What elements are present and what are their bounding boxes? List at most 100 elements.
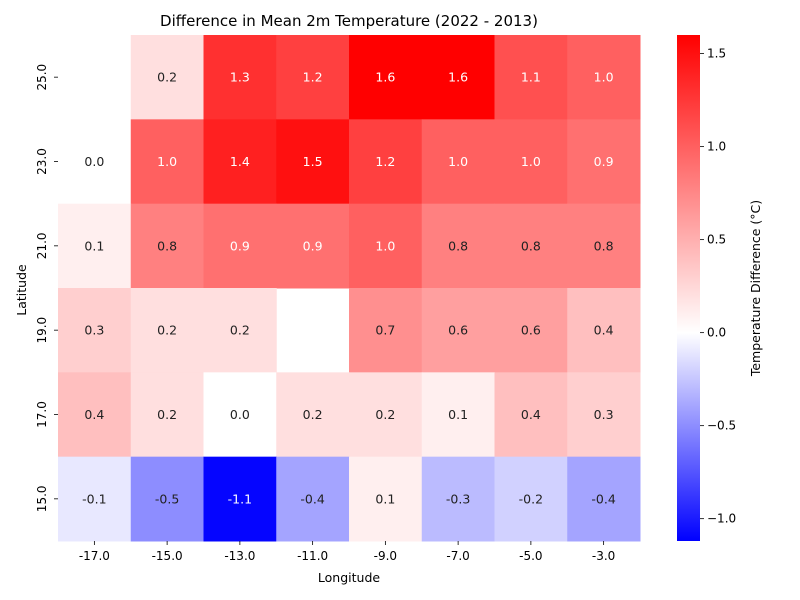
- cell-value-label: 0.8: [521, 238, 541, 253]
- cell-value-label: 0.9: [594, 154, 614, 169]
- heatmap-cell: [567, 372, 641, 458]
- cell-value-label: 0.9: [230, 238, 250, 253]
- y-tick-label: 25.0: [35, 64, 49, 91]
- cell-value-label: 1.6: [375, 70, 395, 85]
- cell-value-label: 1.5: [303, 154, 323, 169]
- chart-title: Difference in Mean 2m Temperature (2022 …: [160, 12, 538, 30]
- colorbar-tick-label: 1.0: [707, 140, 726, 154]
- heatmap-cell: [421, 288, 495, 373]
- cell-value-label: 0.7: [375, 323, 395, 338]
- cell-value-label: 0.4: [84, 407, 104, 422]
- cell-value-label: 0.2: [157, 407, 177, 422]
- heatmap-cell: [203, 288, 277, 373]
- cell-value-label: 1.0: [594, 70, 614, 85]
- heatmap-cell: [421, 119, 495, 205]
- cell-value-label: 0.4: [594, 323, 614, 338]
- cell-value-label: 0.2: [303, 407, 323, 422]
- heatmap-cell: [203, 35, 277, 120]
- cell-value-label: 0.2: [157, 70, 177, 85]
- cell-value-label: 1.0: [157, 154, 177, 169]
- heatmap-cell: [567, 203, 641, 289]
- cell-value-label: 0.8: [594, 238, 614, 253]
- heatmap-cell: [276, 35, 350, 120]
- heatmap-cell: [494, 203, 568, 289]
- heatmap-cell: [203, 456, 277, 542]
- heatmap-cell: [494, 119, 568, 205]
- heatmap-cell: [203, 119, 277, 205]
- cell-value-label: -0.1: [82, 491, 106, 506]
- cell-value-label: 0.6: [448, 323, 468, 338]
- heatmap-cell: [349, 372, 423, 458]
- y-axis-ticks: 25.0 23.0 21.0 19.0 17.0 15.0: [35, 64, 58, 512]
- heatmap-cell: [421, 203, 495, 289]
- colorbar: [677, 35, 700, 541]
- heatmap-cell: [349, 119, 423, 205]
- cell-value-label: 1.0: [375, 238, 395, 253]
- cell-value-label: 0.2: [230, 323, 250, 338]
- cell-value-label: 0.9: [303, 238, 323, 253]
- x-tick-label: -9.0: [374, 549, 397, 563]
- heatmap-cell: [494, 456, 568, 542]
- heatmap-cells: 0.2 1.3 1.2 1.6 1.6 1.1 1.0 0.0 1.0 1.4 1.5 1.2 1.0 1…: [58, 35, 641, 542]
- heatmap-cell: [58, 456, 132, 542]
- heatmap-cell: [203, 203, 277, 289]
- cell-value-label: 0.3: [84, 323, 104, 338]
- colorbar-tick-label: 1.5: [707, 47, 726, 61]
- cell-value-label: 0.2: [157, 323, 177, 338]
- cell-value-label: 0.8: [448, 238, 468, 253]
- heatmap-cell: [58, 119, 132, 205]
- x-axis-label: Longitude: [318, 570, 380, 585]
- y-tick-label: 23.0: [35, 148, 49, 175]
- cell-value-label: -0.5: [155, 491, 179, 506]
- cell-value-label: 0.3: [594, 407, 614, 422]
- cell-value-label: -1.1: [228, 491, 252, 506]
- heatmap-cell: [276, 203, 350, 289]
- heatmap-cell: [58, 288, 132, 373]
- heatmap-cell: [349, 203, 423, 289]
- cell-value-label: 0.0: [84, 154, 104, 169]
- heatmap-cell: [349, 288, 423, 373]
- colorbar-ticks: 1.5 1.0 0.5 0.0 −0.5 −1.0: [700, 47, 736, 526]
- cell-value-label: 0.8: [157, 238, 177, 253]
- heatmap-cell: [276, 119, 350, 205]
- heatmap-cell: [130, 288, 204, 373]
- colorbar-label: Temperature Difference (°C): [748, 200, 763, 377]
- x-tick-label: -7.0: [446, 549, 469, 563]
- y-tick-label: 21.0: [35, 232, 49, 259]
- heatmap-cell: [130, 203, 204, 289]
- heatmap-cell: [421, 35, 495, 120]
- colorbar-tick-label: 0.5: [707, 233, 726, 247]
- heatmap-cell: [130, 372, 204, 458]
- cell-value-label: 1.3: [230, 70, 250, 85]
- cell-value-label: 1.1: [521, 70, 541, 85]
- heatmap-cell: [567, 456, 641, 542]
- heatmap-cell: [494, 288, 568, 373]
- cell-value-label: 1.0: [521, 154, 541, 169]
- x-tick-label: -17.0: [79, 549, 110, 563]
- heatmap-cell: [130, 119, 204, 205]
- x-tick-label: -5.0: [519, 549, 542, 563]
- cell-value-label: 0.1: [448, 407, 468, 422]
- cell-value-label: 0.2: [375, 407, 395, 422]
- heatmap-cell: [567, 119, 641, 205]
- cell-value-label: 0.1: [375, 491, 395, 506]
- heatmap-cell: [130, 456, 204, 542]
- x-axis-ticks: -17.0 -15.0 -13.0 -11.0 -9.0 -7.0 -5.0 -3.0: [79, 541, 615, 563]
- heatmap-cell: [276, 372, 350, 458]
- cell-value-label: -0.3: [446, 491, 470, 506]
- cell-value-label: 1.6: [448, 70, 468, 85]
- y-tick-label: 19.0: [35, 317, 49, 344]
- colorbar-tick-label: −0.5: [707, 419, 736, 433]
- heatmap-cell: [276, 456, 350, 542]
- heatmap-cell: [58, 203, 132, 289]
- heatmap-cell: [567, 35, 641, 120]
- heatmap-cell: [130, 35, 204, 120]
- heatmap-cell: [349, 35, 423, 120]
- cell-value-label: -0.4: [591, 491, 615, 506]
- heatmap-cell: [494, 372, 568, 458]
- y-tick-label: 15.0: [35, 485, 49, 512]
- cell-value-label: 1.2: [375, 154, 395, 169]
- colorbar-tick-label: 0.0: [707, 326, 726, 340]
- cell-value-label: 1.0: [448, 154, 468, 169]
